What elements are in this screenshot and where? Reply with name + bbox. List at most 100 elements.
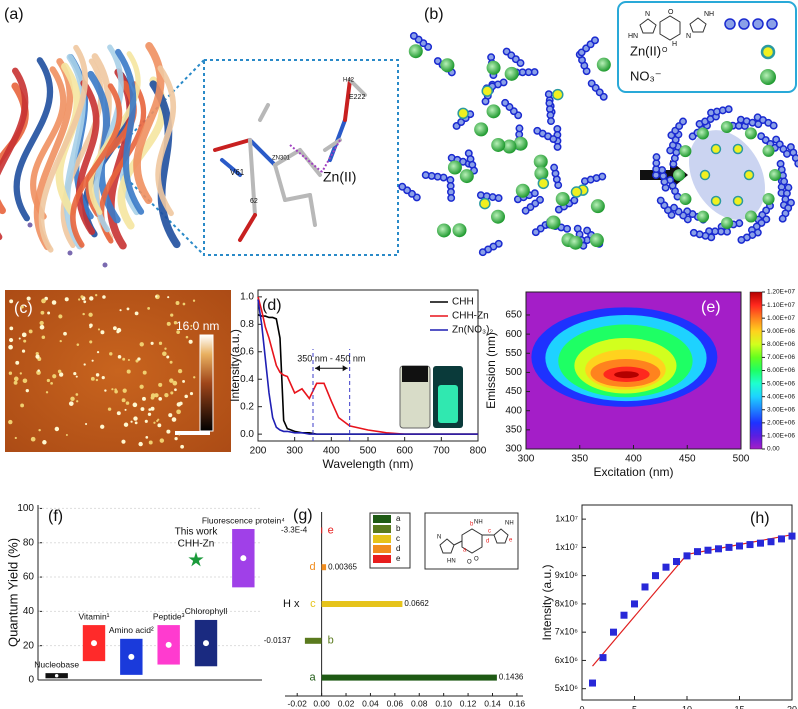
data-point	[704, 546, 712, 554]
ligand-chain	[666, 176, 682, 201]
nitrate-ion	[721, 216, 734, 229]
ligand-chain	[398, 182, 421, 202]
ligand-chain	[772, 135, 791, 158]
nitrate-ion	[447, 160, 462, 175]
data-point	[767, 538, 775, 546]
bar	[321, 601, 403, 607]
data-point	[715, 545, 722, 553]
afm-particle	[155, 295, 158, 298]
afm-particle	[37, 369, 40, 372]
afm-particle	[126, 369, 131, 374]
annotation: 350 nm - 450 nm	[297, 354, 365, 364]
y-axis-title: Quantum Yield (%)	[5, 538, 20, 647]
atom-label: N	[645, 11, 650, 18]
afm-particle	[63, 331, 67, 336]
afm-particle	[58, 314, 63, 319]
afm-particle	[20, 305, 24, 309]
category-label: e	[328, 524, 334, 536]
y-tick-label: 450	[505, 386, 522, 397]
ligand-ring	[766, 18, 778, 30]
scale-bar	[175, 431, 210, 435]
x-tick-label: 0.00	[313, 698, 330, 708]
afm-particle	[75, 393, 79, 396]
ligand-chain	[464, 149, 479, 175]
annotation: H42	[343, 78, 355, 84]
bar	[321, 564, 327, 571]
ligand-ring	[780, 177, 789, 186]
x-tick-label: 800	[470, 446, 487, 457]
protein-ribbon	[33, 58, 74, 251]
afm-particle	[23, 339, 27, 343]
atom-label: N	[686, 33, 691, 40]
ligand-ring	[494, 194, 503, 203]
scale-label: 16.0 nm	[176, 319, 219, 333]
afm-particle	[9, 299, 14, 304]
value-label: -0.0137	[264, 636, 292, 645]
afm-particle	[132, 402, 138, 408]
legend-label: CHH-Zn	[452, 311, 489, 322]
ligand-ring	[501, 98, 510, 107]
nitrate-ion	[589, 233, 604, 248]
afm-particle	[167, 296, 170, 299]
bar-pattern	[165, 641, 172, 648]
residue-stick	[308, 193, 317, 227]
y-tick-label: 0.2	[240, 401, 254, 412]
afm-particle	[182, 379, 186, 383]
ligand-ring	[481, 97, 490, 106]
afm-particle	[162, 351, 167, 357]
nitrate-ion	[696, 127, 709, 140]
ligand-ring	[421, 171, 430, 180]
afm-particle	[8, 371, 13, 375]
ligand-ring	[547, 117, 555, 126]
x-tick-label: 400	[625, 454, 642, 465]
legend-label: d	[396, 544, 400, 553]
zinc-ion	[710, 195, 722, 207]
afm-particle	[30, 436, 36, 442]
x-tick-label: 350	[571, 454, 588, 465]
x-tick-label: 0.02	[338, 698, 355, 708]
afm-particle	[83, 363, 86, 366]
ligand-ring	[656, 196, 665, 205]
protein-ribbon	[70, 83, 123, 248]
zinc-ion	[479, 197, 491, 210]
bar	[321, 527, 323, 534]
zinc-ion	[552, 88, 564, 101]
legend-swatch	[373, 515, 391, 523]
x-tick-label: 10	[682, 704, 692, 709]
afm-particle	[188, 339, 193, 344]
afm-particle	[139, 342, 144, 347]
afm-particle	[65, 433, 68, 436]
afm-particle	[73, 371, 77, 376]
afm-particle	[121, 398, 126, 403]
afm-particle	[138, 441, 143, 447]
vial-glow	[438, 385, 458, 423]
atom-label: O	[474, 557, 479, 563]
colorbar-label: 1.00E+07	[767, 315, 795, 322]
afm-particle	[117, 355, 122, 359]
nitrate-ion	[515, 183, 530, 198]
y-tick-label: 100	[17, 503, 34, 514]
y-tick-label: 5x10⁶	[555, 683, 579, 693]
x-tick-label: 15	[734, 704, 744, 709]
zinc-ion	[570, 186, 583, 198]
ligand-ring	[724, 18, 736, 30]
protein-ribbon	[149, 80, 181, 249]
afm-particle	[159, 438, 165, 443]
nitrate-ion	[502, 139, 517, 154]
panel-label: (h)	[750, 510, 770, 527]
afm-particle	[58, 372, 64, 377]
y-tick-label: 0.4	[240, 374, 254, 385]
afm-particle	[116, 411, 121, 416]
category-label: Nucleobase	[34, 659, 79, 669]
nitrate-ion	[679, 193, 692, 206]
legend-label: b	[396, 524, 401, 533]
afm-particle	[178, 433, 181, 436]
afm-particle	[145, 436, 149, 439]
data-point	[746, 541, 754, 549]
value-label: 0.1436	[499, 673, 524, 682]
nitrate-ion	[504, 66, 519, 81]
nitrate-ion	[533, 154, 548, 169]
afm-particle	[147, 306, 151, 310]
ligand-chain	[736, 115, 763, 129]
afm-particle	[107, 407, 112, 411]
